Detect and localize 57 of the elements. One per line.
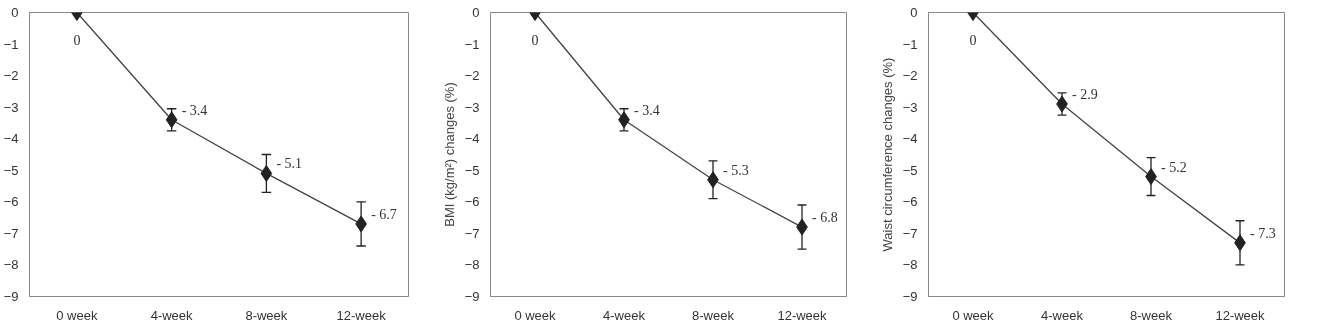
x-tick-label: 4-week	[603, 307, 646, 323]
data-label: - 3.4	[181, 102, 208, 118]
data-label: - 5.1	[276, 156, 303, 172]
y-tick-label: −8	[902, 257, 918, 273]
y-tick-label: −4	[464, 131, 480, 147]
y-tick-label: −9	[902, 289, 918, 304]
y-tick-label: −5	[902, 162, 918, 178]
x-tick-label: 0 week	[56, 307, 98, 323]
x-tick-label: 8-week	[245, 307, 288, 323]
y-tick-label: −8	[464, 257, 480, 273]
x-tick-label: 12-week	[336, 307, 387, 323]
y-tick-label: −1	[902, 36, 918, 52]
y-tick-label: 0	[472, 5, 480, 20]
x-tick-label: 0 week	[514, 307, 557, 323]
data-label: 0	[969, 32, 977, 48]
y-tick-label: −3	[464, 99, 480, 115]
point	[260, 164, 273, 182]
y-tick-label: −4	[902, 131, 918, 147]
data-label: - 5.2	[1161, 159, 1187, 175]
x-tick-label: 4-week	[150, 307, 194, 323]
y-tick-label: −2	[3, 68, 19, 84]
y-tick-label: −1	[464, 36, 480, 52]
y-tick-label: −2	[464, 68, 480, 84]
y-axis-title: BMI (kg/m²) changes (%)	[441, 82, 457, 227]
y-tick-label: −3	[3, 99, 19, 115]
x-tick-label: 12-week	[777, 307, 828, 323]
data-label: 0	[531, 32, 539, 48]
x-tick-label: 0 week	[952, 307, 995, 323]
y-tick-label: −7	[3, 225, 19, 241]
data-label: - 7.3	[1250, 225, 1276, 241]
data-label: - 6.8	[812, 210, 838, 226]
y-tick-label: −1	[3, 36, 19, 52]
y-tick-label: −9	[3, 289, 19, 304]
y-tick-label: −7	[464, 225, 480, 241]
y-axis-title: Waist circumference changes (%)	[879, 57, 895, 252]
y-tick-label: −5	[3, 162, 19, 178]
x-tick-label: 12-week	[1215, 307, 1266, 323]
y-tick-label: −4	[3, 131, 19, 147]
y-tick-label: 0	[11, 5, 19, 20]
y-tick-label: −9	[464, 289, 480, 304]
x-tick-label: 8-week	[1130, 307, 1173, 323]
y-tick-label: −5	[464, 162, 480, 178]
y-tick-label: −2	[902, 68, 918, 84]
y-tick-label: −3	[902, 99, 918, 115]
y-tick-label: −7	[902, 225, 918, 241]
data-label: 0	[73, 32, 81, 48]
x-tick-label: 4-week	[1041, 307, 1084, 323]
y-tick-label: −6	[464, 194, 480, 210]
data-label: - 6.7	[371, 206, 397, 222]
y-tick-label: −6	[3, 194, 19, 210]
x-tick-label: 8-week	[692, 307, 735, 323]
data-label: - 2.9	[1072, 87, 1098, 103]
data-label: - 5.3	[723, 162, 749, 178]
y-tick-label: 0	[910, 5, 918, 20]
data-label: - 3.4	[634, 102, 660, 118]
y-tick-label: −8	[3, 257, 19, 273]
y-tick-label: −6	[902, 194, 918, 210]
